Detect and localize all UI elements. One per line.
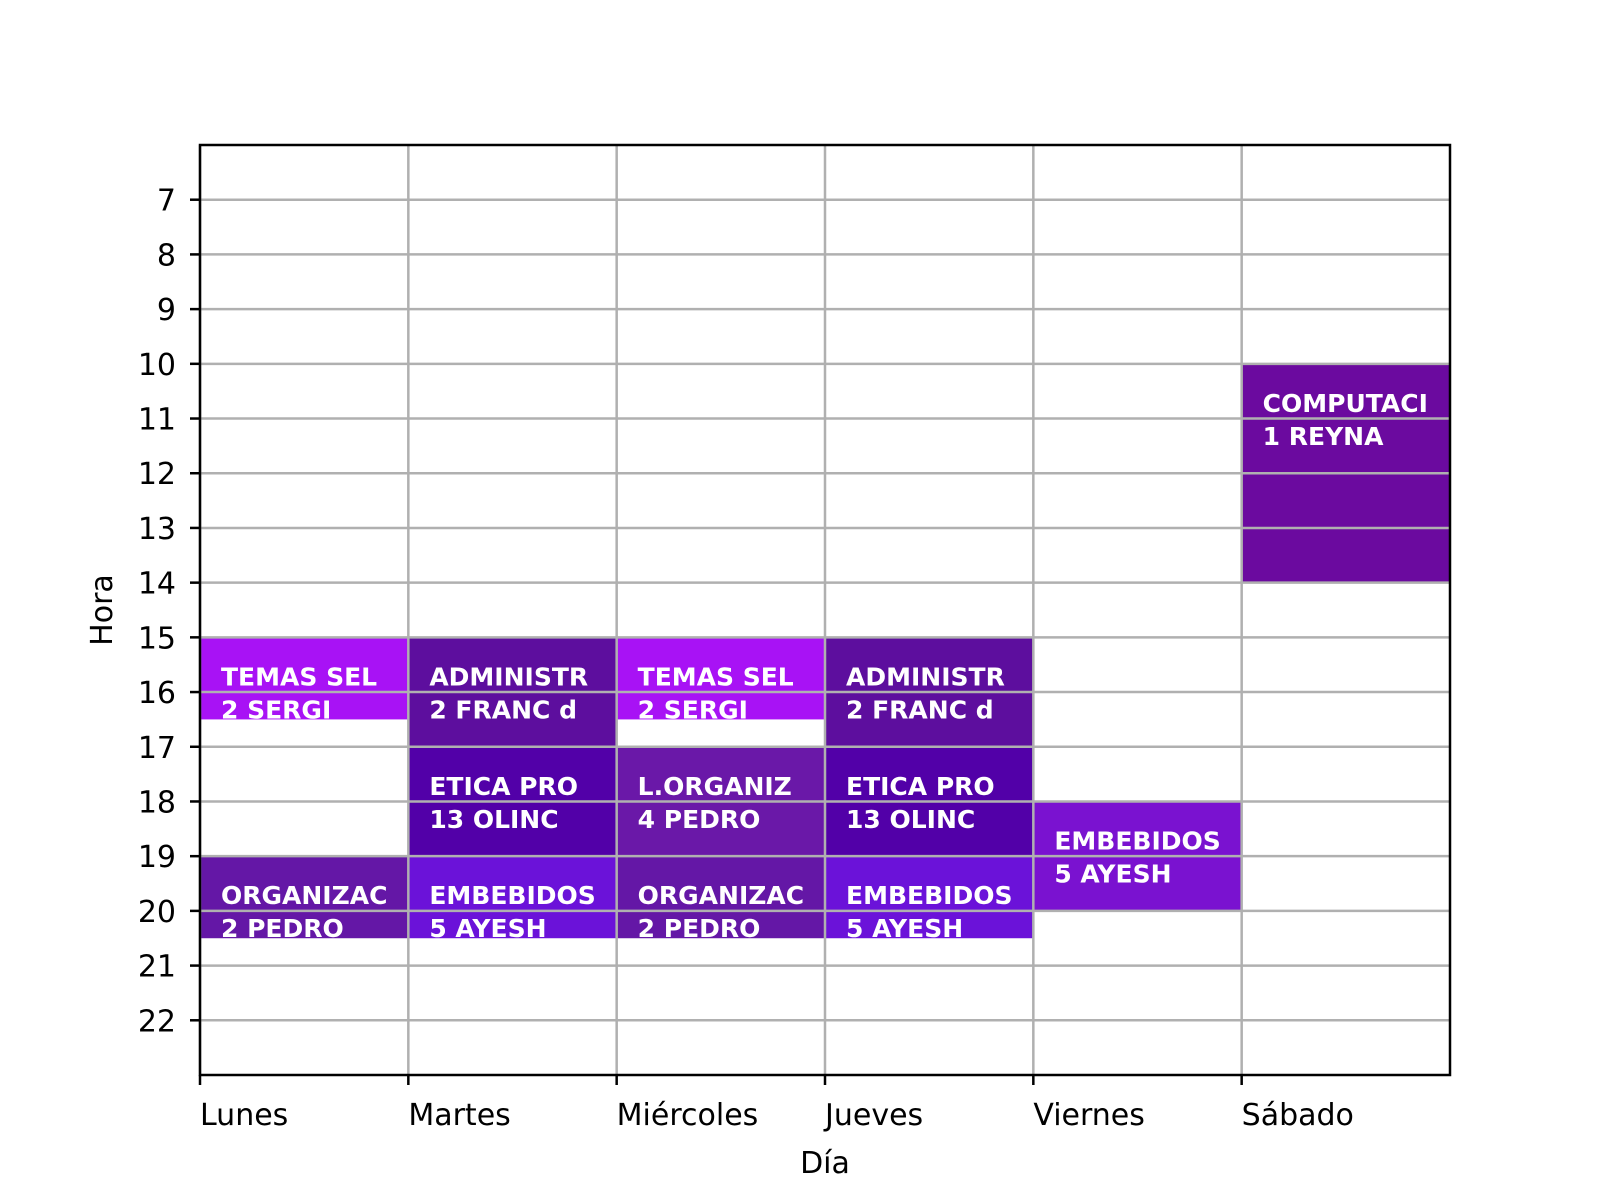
x-tick-label: Viernes [1033,1098,1145,1133]
block-group-label: 2 FRANC d [846,695,994,724]
x-axis-label: Día [800,1146,850,1181]
schedule-block [200,637,409,720]
block-group-label: 2 SERGI [638,695,748,724]
y-tick-label: 19 [138,840,176,875]
block-subject-label: ETICA PRO [846,772,995,801]
y-tick-label: 22 [138,1004,176,1039]
block-group-label: 5 AYESH [429,914,546,943]
block-subject-label: ORGANIZAC [221,881,387,910]
schedule-block [408,856,617,939]
block-group-label: 5 AYESH [846,914,963,943]
x-tick-label: Miércoles [617,1098,759,1133]
y-tick-label: 13 [138,512,176,547]
y-tick-label: 20 [138,895,176,930]
y-tick-label: 14 [138,567,176,602]
x-tick-label: Martes [408,1098,510,1133]
block-group-label: 2 SERGI [221,695,331,724]
block-subject-label: ADMINISTR [846,662,1005,691]
y-tick-label: 12 [138,457,176,492]
y-tick-label: 11 [138,403,176,438]
block-group-label: 4 PEDRO [638,805,761,834]
block-subject-label: ORGANIZAC [638,881,804,910]
schedule-block [616,637,825,720]
block-subject-label: EMBEBIDOS [846,881,1012,910]
block-group-label: 1 REYNA [1263,422,1384,451]
block-group-label: 2 FRANC d [429,695,577,724]
block-subject-label: COMPUTACI [1263,389,1428,418]
y-axis-label: Hora [85,574,120,646]
y-tick-label: 10 [138,348,176,383]
block-group-label: 2 PEDRO [638,914,761,943]
grid-layer [198,145,1450,1075]
schedule-block [825,856,1034,939]
y-tick-label: 21 [138,950,176,985]
block-group-label: 13 OLINC [429,805,558,834]
y-tick-label: 16 [138,676,176,711]
y-tick-label: 8 [157,238,176,273]
ticks-layer: 7 8 9 10 11 12 13 14 15 16 17 18 19 20 21 22 Lunes Martes… [138,184,1354,1133]
block-group-label: 2 PEDRO [221,914,344,943]
block-subject-label: ETICA PRO [429,772,578,801]
block-subject-label: ADMINISTR [429,662,588,691]
block-subject-label: TEMAS SEL [638,662,794,691]
x-tick-label: Jueves [823,1098,923,1133]
block-subject-label: L.ORGANIZ [638,772,792,801]
block-group-label: 5 AYESH [1054,859,1171,888]
block-subject-label: EMBEBIDOS [429,881,595,910]
y-tick-label: 18 [138,785,176,820]
y-tick-label: 7 [157,184,176,219]
block-labels-layer: TEMAS SEL 2 SERGI ORGANIZAC 2 PEDRO ADMINIST… [221,389,1428,943]
x-tick-label: Lunes [200,1098,288,1133]
y-tick-label: 9 [157,293,176,328]
y-tick-label: 17 [138,731,176,766]
y-tick-label: 15 [138,621,176,656]
block-group-label: 13 OLINC [846,805,975,834]
block-subject-label: TEMAS SEL [221,662,377,691]
block-subject-label: EMBEBIDOS [1054,826,1220,855]
schedule-block [200,856,409,939]
x-tick-label: Sábado [1242,1098,1354,1133]
schedule-block [616,856,825,939]
